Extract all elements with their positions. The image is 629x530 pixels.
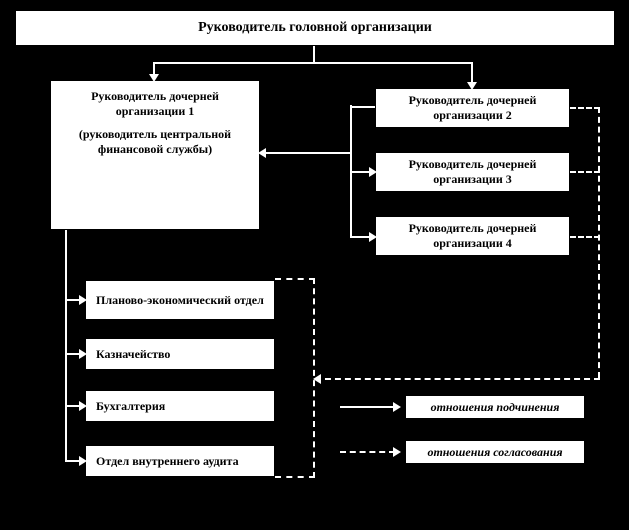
node-head-label: Руководитель головной организации: [198, 19, 432, 37]
arrow-to-dept3: [79, 401, 87, 411]
legend-subordination-label: отношения подчинения: [431, 400, 560, 415]
node-dept2-label: Казначейство: [96, 347, 170, 362]
arrow-to-sub3: [369, 167, 377, 177]
dash-right-v: [598, 107, 600, 378]
arrow-to-sub2-top: [467, 82, 477, 90]
legend-dash-arrow: [393, 447, 401, 457]
dash-bottom-h: [315, 378, 600, 380]
node-head: Руководитель головной организации: [15, 10, 615, 46]
node-sub3-label: Руководитель дочерней организации 3: [382, 157, 563, 187]
node-sub3: Руководитель дочерней организации 3: [375, 152, 570, 192]
arrow-to-dept4: [79, 456, 87, 466]
arrow-to-sub4: [369, 232, 377, 242]
node-dept4: Отдел внутреннего аудита: [85, 445, 275, 477]
legend-subordination: отношения подчинения: [405, 395, 585, 419]
node-sub2-label: Руководитель дочерней организации 2: [382, 93, 563, 123]
node-dept3: Бухгалтерия: [85, 390, 275, 422]
node-sub2: Руководитель дочерней организации 2: [375, 88, 570, 128]
dash-to-sub3: [570, 171, 600, 173]
legend-dash-sample: [340, 451, 395, 453]
node-dept1-label: Планово-экономический отдел: [96, 293, 264, 308]
arrow-to-sub1: [149, 74, 159, 82]
edge-head-hsplit: [153, 62, 473, 64]
legend-coordination: отношения согласования: [405, 440, 585, 464]
edge-sub1-down: [65, 230, 67, 462]
node-dept2: Казначейство: [85, 338, 275, 370]
node-sub4: Руководитель дочерней организации 4: [375, 216, 570, 256]
arrow-sub1-left: [258, 148, 266, 158]
edge-sub1-to-col: [260, 152, 352, 154]
dash-bottom-arrow: [313, 374, 321, 384]
node-sub4-label: Руководитель дочерней организации 4: [382, 221, 563, 251]
edge-to-sub2-h: [350, 106, 375, 108]
legend-solid-sample: [340, 406, 395, 408]
node-sub1: Руководитель дочерней организации 1 (рук…: [50, 80, 260, 230]
node-dept3-label: Бухгалтерия: [96, 399, 165, 414]
dash-to-sub4: [570, 236, 600, 238]
legend-solid-arrow: [393, 402, 401, 412]
legend-coordination-label: отношения согласования: [427, 445, 562, 460]
arrow-to-dept2: [79, 349, 87, 359]
node-dept1: Планово-экономический отдел: [85, 280, 275, 320]
org-chart-canvas: Руководитель головной организации Руково…: [0, 0, 629, 530]
node-dept4-label: Отдел внутреннего аудита: [96, 454, 239, 469]
dashed-dept-group: [275, 278, 315, 478]
dash-to-sub2: [570, 107, 600, 109]
arrow-to-dept1: [79, 295, 87, 305]
node-sub1-title: Руководитель дочерней организации 1: [57, 89, 253, 119]
node-sub1-subtitle: (руководитель центральной финансовой слу…: [57, 127, 253, 157]
